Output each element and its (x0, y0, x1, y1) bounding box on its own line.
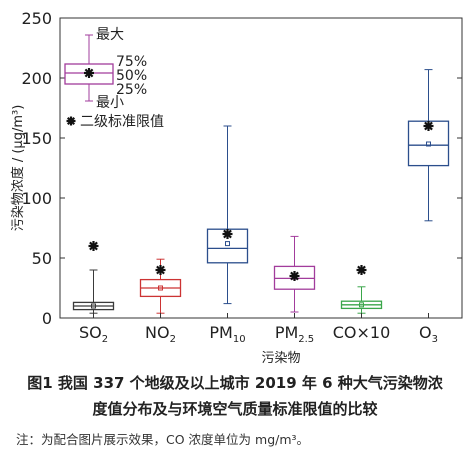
x-tick-label: PM10 (209, 323, 245, 345)
legend-q1-label: 25% (116, 82, 147, 98)
plot-frame (59, 17, 463, 319)
x-tick-label: CO×10 (333, 323, 391, 342)
mean-marker (91, 303, 96, 309)
y-axis: 0 50 100 150 200 250 (21, 9, 462, 328)
legend-mean-star (84, 68, 94, 78)
x-tick-label: O3 (419, 323, 438, 345)
y-axis-title: 污染物浓度 / (μg/m³) (10, 105, 26, 232)
y-tick-label: 200 (21, 69, 52, 88)
x-tick-label: PM2.5 (275, 323, 314, 345)
mean-marker (225, 241, 230, 247)
legend-max-label: 最大 (96, 27, 124, 43)
legend-standard-label: 二级标准限值 (80, 114, 164, 130)
mean-marker (426, 141, 431, 147)
y-tick-label: 0 (42, 309, 52, 328)
box-group (407, 69, 450, 222)
mean-marker (359, 302, 364, 308)
box-group (72, 241, 115, 314)
x-tick-label: SO2 (79, 323, 108, 345)
legend-standard-star (66, 116, 76, 126)
standard-limit-marker (88, 241, 99, 251)
box-group (340, 265, 383, 314)
y-tick-label: 100 (21, 189, 52, 208)
y-tick-label: 150 (21, 129, 52, 148)
legend-box (64, 63, 114, 85)
standard-limit-marker (155, 265, 166, 275)
standard-limit-marker (289, 271, 300, 281)
y-tick-label: 250 (21, 9, 52, 28)
x-axis: SO2 NO2 PM10 PM2.5 CO×10 O3 (79, 313, 438, 345)
legend-q3-label: 75% (116, 54, 147, 70)
plot-border (59, 17, 463, 319)
figure-note: 注：为配合图片展示效果，CO 浓度单位为 mg/m³。 (16, 432, 310, 447)
box-series (72, 69, 450, 314)
figure-caption-line-2: 度值分布及与环境空气质量标准限值的比较 (92, 400, 378, 418)
legend-median-label: 50% (116, 68, 147, 84)
y-tick-label: 50 (32, 249, 52, 268)
standard-limit-marker (222, 229, 233, 239)
box-group (139, 258, 182, 314)
box-group (273, 235, 316, 313)
standard-limit-marker (423, 121, 434, 131)
box-group (206, 125, 249, 305)
x-axis-title: 污染物 (261, 351, 300, 366)
x-tick-label: NO2 (145, 323, 176, 345)
mean-marker (158, 285, 163, 291)
standard-limit-marker (356, 265, 367, 275)
figure-caption-line-1: 图1 我国 337 个地级及以上城市 2019 年 6 种大气污染物浓 (27, 374, 443, 392)
legend-min-label: 最小 (96, 95, 124, 111)
